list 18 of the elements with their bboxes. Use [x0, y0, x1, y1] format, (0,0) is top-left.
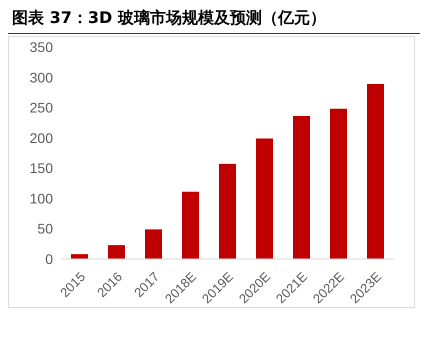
- bar: [330, 108, 347, 259]
- bar: [182, 192, 199, 259]
- y-tick-label: 100: [30, 190, 54, 206]
- y-tick-label: 200: [30, 130, 54, 146]
- bar: [108, 245, 125, 259]
- chart-title: 图表 37：3D 玻璃市场规模及预测（亿元）: [8, 8, 420, 34]
- bar: [256, 138, 273, 259]
- y-tick-label: 250: [30, 100, 54, 116]
- bar: [219, 164, 236, 259]
- y-tick-label: 300: [30, 69, 54, 86]
- bar: [293, 116, 310, 259]
- bar: [145, 229, 162, 259]
- bar: [367, 84, 384, 259]
- y-tick-label: 350: [30, 38, 54, 55]
- y-tick-label: 150: [30, 160, 54, 176]
- bar: [71, 254, 88, 259]
- y-tick-label: 50: [37, 220, 54, 237]
- y-tick-label: 0: [45, 250, 54, 267]
